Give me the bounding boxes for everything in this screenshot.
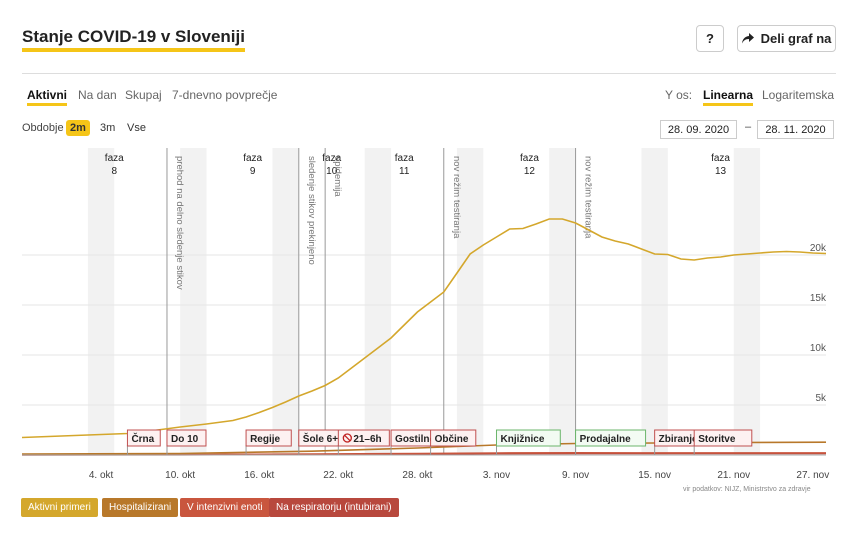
marker-label: Zbiranje: [659, 434, 698, 445]
period-3m[interactable]: 3m: [100, 122, 116, 134]
weekend-band: [641, 148, 668, 455]
marker-label: Šole 6+: [303, 432, 338, 445]
marker-label: Do 10: [171, 434, 199, 445]
phase-number: 9: [250, 166, 256, 177]
marker-restriction: Črna: [126, 429, 161, 455]
no-entry-icon: [342, 433, 352, 443]
weekend-band: [364, 148, 392, 455]
marker-label: Storitve: [698, 434, 736, 445]
date-from-input[interactable]: 28. 09. 2020: [660, 120, 737, 139]
event-label: sledenje stikov prekinjeno: [306, 156, 317, 265]
marker-restriction: Regije: [245, 429, 292, 455]
share-arrow-icon: [741, 33, 754, 44]
x-tick-label: 27. nov: [796, 470, 829, 481]
weekend-band: [180, 148, 207, 455]
help-button[interactable]: ?: [696, 25, 724, 52]
weekend-band: [272, 148, 299, 455]
weekend-band: [87, 148, 115, 455]
no-entry-icon-slash: [344, 434, 351, 442]
marker-box: [495, 429, 561, 447]
phase-label: faza: [395, 153, 414, 164]
y-axis-log[interactable]: Logaritemska: [762, 88, 835, 102]
marker-restriction: Storitve: [693, 429, 753, 455]
weekend-band: [733, 148, 761, 455]
date-to-input[interactable]: 28. 11. 2020: [757, 120, 834, 139]
tab-na-dan[interactable]: Na dan: [78, 88, 117, 102]
marker-restriction: Šole 6+: [298, 429, 351, 455]
legend-intenzivna[interactable]: V intenzivni enoti: [180, 498, 270, 517]
tab-aktivni[interactable]: Aktivni: [27, 88, 68, 106]
marker-label: Gostilne: [395, 434, 435, 445]
tab-7-dnevno[interactable]: 7-dnevno povprečje: [172, 88, 278, 102]
period-2m[interactable]: 2m: [66, 120, 90, 136]
phase-number: 11: [399, 166, 410, 177]
marker-box: [166, 429, 207, 447]
marker-label: 21–6h: [353, 434, 381, 445]
phase-label: faza: [322, 153, 341, 164]
weekend-band: [456, 148, 484, 455]
legend-hospitalizirani[interactable]: Hospitalizirani: [102, 498, 179, 517]
marker-box: [337, 429, 390, 447]
x-tick-label: 4. okt: [89, 470, 114, 481]
x-tick-label: 22. okt: [323, 470, 353, 481]
x-tick-label: 28. okt: [402, 470, 432, 481]
marker-label: Knjižnice: [500, 434, 544, 445]
y-tick-label: 10k: [810, 343, 827, 354]
marker-label: Prodajalne: [580, 434, 632, 445]
x-tick-label: 10. okt: [165, 470, 195, 481]
period-vse[interactable]: Vse: [127, 122, 146, 134]
phase-number: 13: [715, 166, 727, 177]
y-tick-label: 20k: [810, 243, 827, 254]
phase-number: 8: [111, 166, 117, 177]
event-label: prehod na delno sledenje stikov: [174, 156, 185, 290]
weekend-band: [549, 148, 576, 455]
y-axis-linear[interactable]: Linearna: [703, 88, 754, 106]
phase-number: 12: [524, 166, 536, 177]
page-title: Stanje COVID-19 v Sloveniji: [22, 27, 245, 52]
x-tick-label: 21. nov: [717, 470, 750, 481]
legend-aktivni[interactable]: Aktivni primeri: [21, 498, 98, 517]
event-label: nov režim testiranja: [451, 156, 462, 239]
series-line-0: [21, 218, 827, 439]
marker-box: [575, 429, 647, 447]
marker-box: [693, 429, 753, 447]
marker-relaxation: Knjižnice: [495, 429, 561, 455]
period-label: Obdobje: [22, 122, 64, 134]
share-button[interactable]: Deli graf na: [737, 25, 836, 52]
marker-relaxation: Prodajalne: [575, 429, 647, 455]
date-separator: –: [745, 121, 752, 133]
covid-chart: 5k 10k 15k 20k faza 8 faza 9 faza 10 faza 11 faza 12 f…: [21, 148, 829, 481]
share-label: Deli graf na: [760, 31, 832, 46]
x-tick-label: 3. nov: [483, 470, 510, 481]
marker-restriction: Občine: [430, 429, 477, 455]
marker-label: Občine: [435, 434, 469, 445]
x-tick-label: 15. nov: [638, 470, 671, 481]
x-tick-label: 16. okt: [244, 470, 274, 481]
marker-label: Regije: [250, 434, 280, 445]
phase-label: faza: [243, 153, 262, 164]
data-source: vir podatkov: NIJZ, Ministrstvo za zdrav…: [683, 486, 811, 493]
tab-skupaj[interactable]: Skupaj: [125, 88, 162, 102]
phase-label: faza: [105, 153, 124, 164]
event-label: epidemija: [332, 156, 343, 197]
y-tick-label: 15k: [810, 293, 827, 304]
marker-curfew: 21–6h: [337, 429, 390, 455]
y-axis-label: Y os:: [665, 88, 693, 102]
marker-restriction: Do 10: [166, 429, 207, 455]
event-label: nov režim testiranja: [583, 156, 594, 239]
marker-box: [430, 429, 477, 447]
marker-label: Črna: [131, 432, 154, 445]
phase-label: faza: [520, 153, 539, 164]
x-tick-label: 9. nov: [562, 470, 589, 481]
y-tick-label: 5k: [815, 393, 827, 404]
phase-label: faza: [711, 153, 730, 164]
phase-number: 10: [326, 166, 338, 177]
marker-box: [126, 429, 161, 447]
legend-respirator[interactable]: Na respiratorju (intubirani): [269, 498, 399, 517]
marker-box: [245, 429, 292, 447]
header-divider: [22, 73, 836, 74]
